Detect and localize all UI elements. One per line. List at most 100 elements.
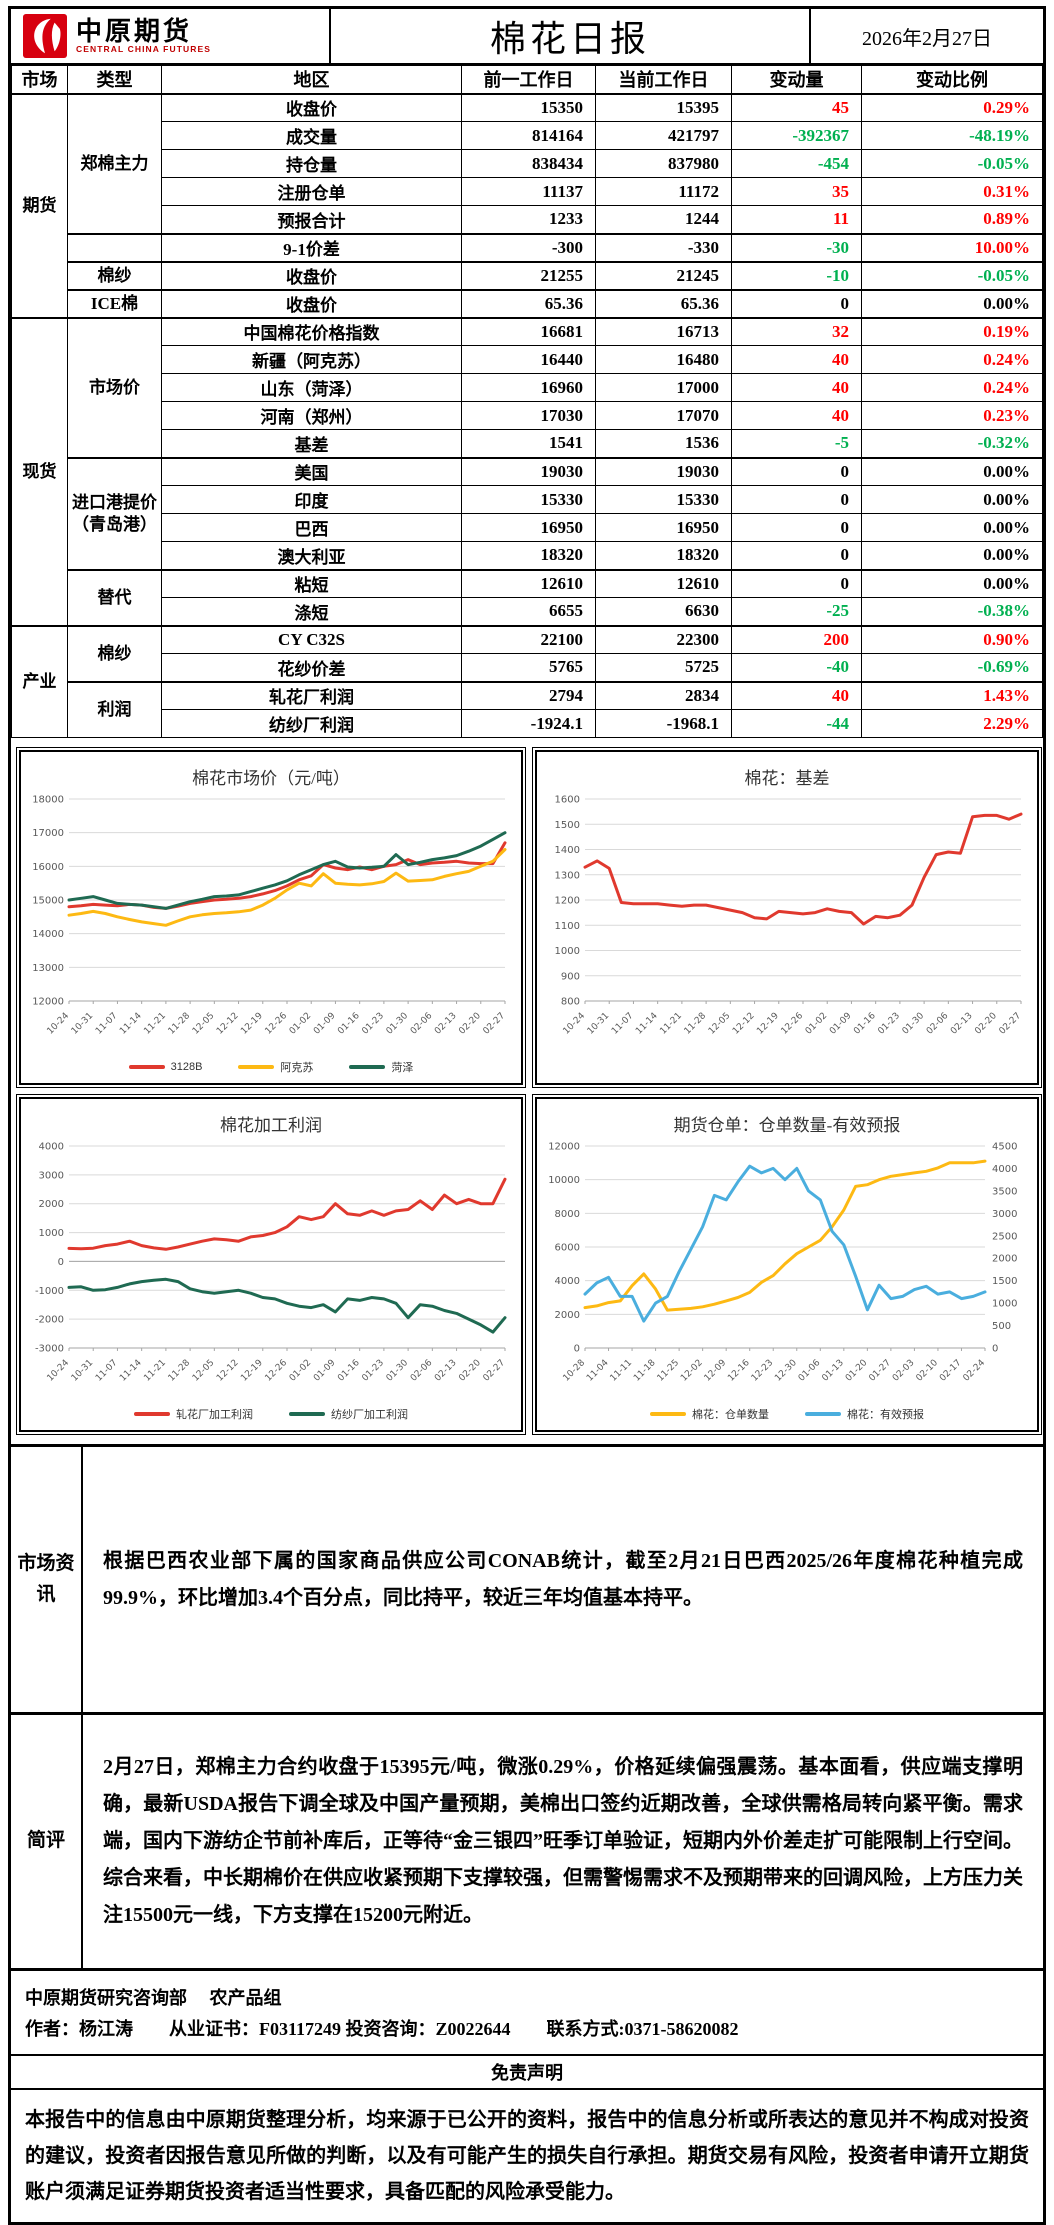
report-header: 中原期货 CENTRAL CHINA FUTURES 棉花日报 2026年2月2… bbox=[11, 9, 1043, 65]
svg-text:12-26: 12-26 bbox=[264, 1011, 290, 1037]
svg-text:3000: 3000 bbox=[992, 1209, 1017, 1220]
svg-text:8000: 8000 bbox=[555, 1209, 580, 1220]
prev-value-cell: 2794 bbox=[461, 680, 596, 710]
svg-text:13000: 13000 bbox=[32, 963, 64, 974]
type-cell: ICE棉 bbox=[67, 288, 162, 318]
chart-title: 棉花加工利润 bbox=[220, 1116, 322, 1135]
series-line bbox=[583, 1159, 987, 1312]
curr-value-cell: -330 bbox=[595, 232, 732, 262]
prev-value-cell: 15350 bbox=[461, 93, 596, 122]
series-line bbox=[583, 1164, 987, 1323]
chart-title: 期货仓单：仓单数量-有效预报 bbox=[673, 1116, 901, 1135]
svg-text:12000: 12000 bbox=[548, 1142, 580, 1153]
legend-label: 纺纱厂加工利润 bbox=[331, 1409, 408, 1421]
change-pct-cell: 0.89% bbox=[861, 205, 1043, 234]
prev-value-cell: 18320 bbox=[461, 541, 596, 570]
section-comment: 简评 2月27日，郑棉主力合约收盘于15395元/吨，微涨0.29%，价格延续偏… bbox=[11, 1712, 1043, 1968]
type-cell: 棉纱 bbox=[67, 260, 162, 290]
legend-label: 3128B bbox=[170, 1061, 203, 1073]
svg-text:12-05: 12-05 bbox=[191, 1011, 217, 1037]
svg-text:02-17: 02-17 bbox=[938, 1358, 964, 1384]
svg-text:2000: 2000 bbox=[555, 1310, 580, 1321]
legend-swatch bbox=[128, 1065, 165, 1069]
type-cell: 郑棉主力 bbox=[67, 93, 162, 234]
logo-icon bbox=[23, 14, 67, 58]
svg-text:4000: 4000 bbox=[992, 1164, 1017, 1175]
report-page: 中原期货 CENTRAL CHINA FUTURES 棉花日报 2026年2月2… bbox=[8, 6, 1046, 2225]
change-pct-cell: 2.29% bbox=[861, 709, 1043, 738]
chart-processing-profit: 棉花加工利润 -3000 -2000 -1000 0 1000 2000 3000 4000 10… bbox=[19, 1097, 523, 1432]
svg-text:3500: 3500 bbox=[992, 1186, 1017, 1197]
svg-text:12-12: 12-12 bbox=[215, 1011, 241, 1037]
table-row: ICE棉 收盘价 65.36 65.36 0 0.00% bbox=[12, 288, 1043, 318]
prev-value-cell: 838434 bbox=[461, 149, 596, 178]
svg-text:3000: 3000 bbox=[39, 1170, 64, 1181]
legend-item: 棉花：有效预报 bbox=[805, 1406, 924, 1422]
prev-value-cell: 814164 bbox=[461, 121, 596, 150]
svg-text:10-31: 10-31 bbox=[586, 1011, 612, 1037]
footer-dept: 中原期货研究咨询部 农产品组 bbox=[25, 1988, 282, 2008]
svg-text:01-30: 01-30 bbox=[385, 1011, 411, 1037]
change-cell: 0 bbox=[731, 568, 862, 598]
svg-text:01-23: 01-23 bbox=[360, 1358, 386, 1384]
section-market-news: 市场资讯 根据巴西农业部下属的国家商品供应公司CONAB统计，截至2月21日巴西… bbox=[11, 1444, 1043, 1712]
legend-label: 棉花：有效预报 bbox=[847, 1409, 924, 1421]
table-row: 产业 棉纱 CY C32S 22100 22300 200 0.90% bbox=[11, 624, 1043, 738]
svg-text:01-13: 01-13 bbox=[820, 1358, 846, 1384]
indicator-cell: 预报合计 bbox=[161, 205, 462, 234]
prev-value-cell: 15330 bbox=[461, 485, 596, 514]
prev-value-cell: 19030 bbox=[461, 456, 596, 486]
chart-warehouse-receipts: 期货仓单：仓单数量-有效预报 0 2000 4000 6000 8000 10000 1200… bbox=[535, 1097, 1039, 1432]
svg-text:800: 800 bbox=[561, 997, 580, 1008]
table-row: 进口港提价 （青岛港） 美国 19030 19030 0 0.00% bbox=[12, 456, 1043, 570]
legend-item: 纺纱厂加工利润 bbox=[289, 1406, 408, 1422]
change-cell: -44 bbox=[731, 709, 862, 738]
legend-label: 轧花厂加工利润 bbox=[176, 1409, 253, 1421]
prev-value-cell: 11137 bbox=[461, 177, 596, 206]
svg-text:12-02: 12-02 bbox=[679, 1358, 705, 1384]
curr-value-cell: 15395 bbox=[595, 93, 732, 122]
chart-legend: 棉花：仓单数量 棉花：有效预报 bbox=[537, 1406, 1037, 1430]
svg-text:11-28: 11-28 bbox=[167, 1358, 193, 1384]
svg-text:10-31: 10-31 bbox=[70, 1358, 96, 1384]
change-pct-cell: 0.00% bbox=[861, 288, 1043, 318]
svg-text:4000: 4000 bbox=[555, 1276, 580, 1287]
indicator-cell: 纺纱厂利润 bbox=[161, 709, 462, 738]
change-cell: 40 bbox=[731, 345, 862, 374]
curr-value-cell: 22300 bbox=[595, 624, 732, 654]
svg-text:01-23: 01-23 bbox=[360, 1011, 386, 1037]
indicator-cell: 涤短 bbox=[161, 597, 462, 626]
indicator-cell: 澳大利亚 bbox=[161, 541, 462, 570]
change-pct-cell: -0.69% bbox=[861, 653, 1043, 682]
svg-text:-1000: -1000 bbox=[35, 1286, 64, 1297]
curr-value-cell: 17070 bbox=[595, 401, 732, 430]
prev-value-cell: -300 bbox=[461, 232, 596, 262]
chart-title: 棉花：基差 bbox=[744, 769, 830, 788]
change-cell: -30 bbox=[731, 232, 862, 262]
svg-text:10-24: 10-24 bbox=[562, 1011, 588, 1037]
series-line bbox=[67, 831, 507, 910]
legend-item: 轧花厂加工利润 bbox=[134, 1406, 253, 1422]
type-cell: 替代 bbox=[67, 568, 162, 626]
series-line bbox=[67, 848, 507, 927]
svg-text:11-21: 11-21 bbox=[142, 1011, 168, 1037]
curr-value-cell: 5725 bbox=[595, 653, 732, 682]
svg-text:02-06: 02-06 bbox=[925, 1011, 951, 1037]
type-cell: 市场价 bbox=[67, 316, 162, 458]
svg-text:12-12: 12-12 bbox=[731, 1011, 757, 1037]
svg-text:12-05: 12-05 bbox=[191, 1358, 217, 1384]
series-line bbox=[67, 1177, 507, 1251]
svg-text:01-20: 01-20 bbox=[844, 1358, 870, 1384]
legend-swatch bbox=[349, 1065, 386, 1069]
col-header-market: 市场 bbox=[11, 65, 68, 95]
legend-swatch bbox=[238, 1065, 275, 1069]
type-cell bbox=[67, 232, 162, 262]
svg-text:02-27: 02-27 bbox=[482, 1011, 508, 1037]
svg-text:1000: 1000 bbox=[555, 946, 580, 957]
table-header-row: 市场 类型 地区 前一工作日 当前工作日 变动量 变动比例 bbox=[11, 65, 1043, 95]
change-cell: -5 bbox=[731, 429, 862, 458]
prev-value-cell: 1233 bbox=[461, 205, 596, 234]
change-cell: -10 bbox=[731, 260, 862, 290]
change-pct-cell: 0.29% bbox=[861, 93, 1043, 122]
prev-value-cell: 1541 bbox=[461, 429, 596, 458]
